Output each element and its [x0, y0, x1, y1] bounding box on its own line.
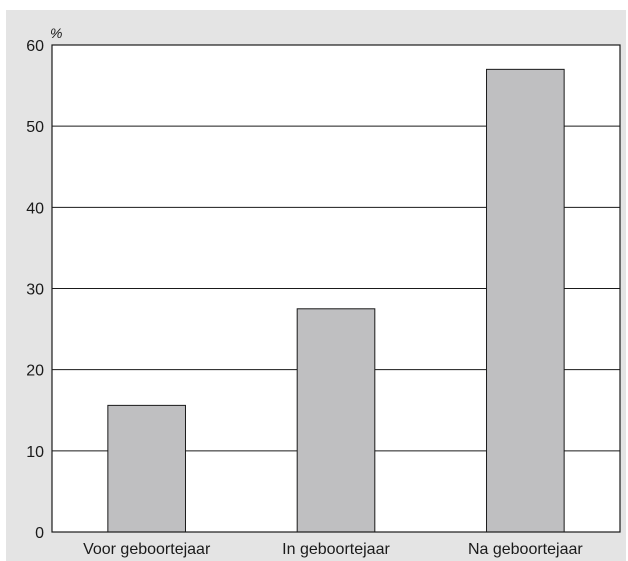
plot-border [51, 44, 621, 533]
y-tick-label: 0 [35, 525, 44, 542]
y-tick-label: 20 [26, 363, 44, 380]
bar [486, 68, 565, 533]
bars [107, 68, 565, 533]
y-tick-label: 30 [26, 282, 44, 299]
y-tick-label: 50 [26, 119, 44, 136]
y-unit-label: % [50, 25, 62, 41]
bar [107, 404, 186, 533]
bar [296, 308, 376, 533]
x-category-label: In geboortejaar [282, 541, 390, 558]
y-axis: 0 10 20 30 40 50 60 [26, 38, 44, 542]
y-tick-label: 10 [26, 444, 44, 461]
x-category-label: Voor geboortejaar [83, 541, 211, 558]
y-tick-label: 40 [26, 200, 44, 217]
x-axis: Voor geboortejaar In geboortejaar Na geboo… [83, 541, 583, 558]
y-tick-label: 60 [26, 38, 44, 55]
x-category-label: Na geboortejaar [468, 541, 583, 558]
